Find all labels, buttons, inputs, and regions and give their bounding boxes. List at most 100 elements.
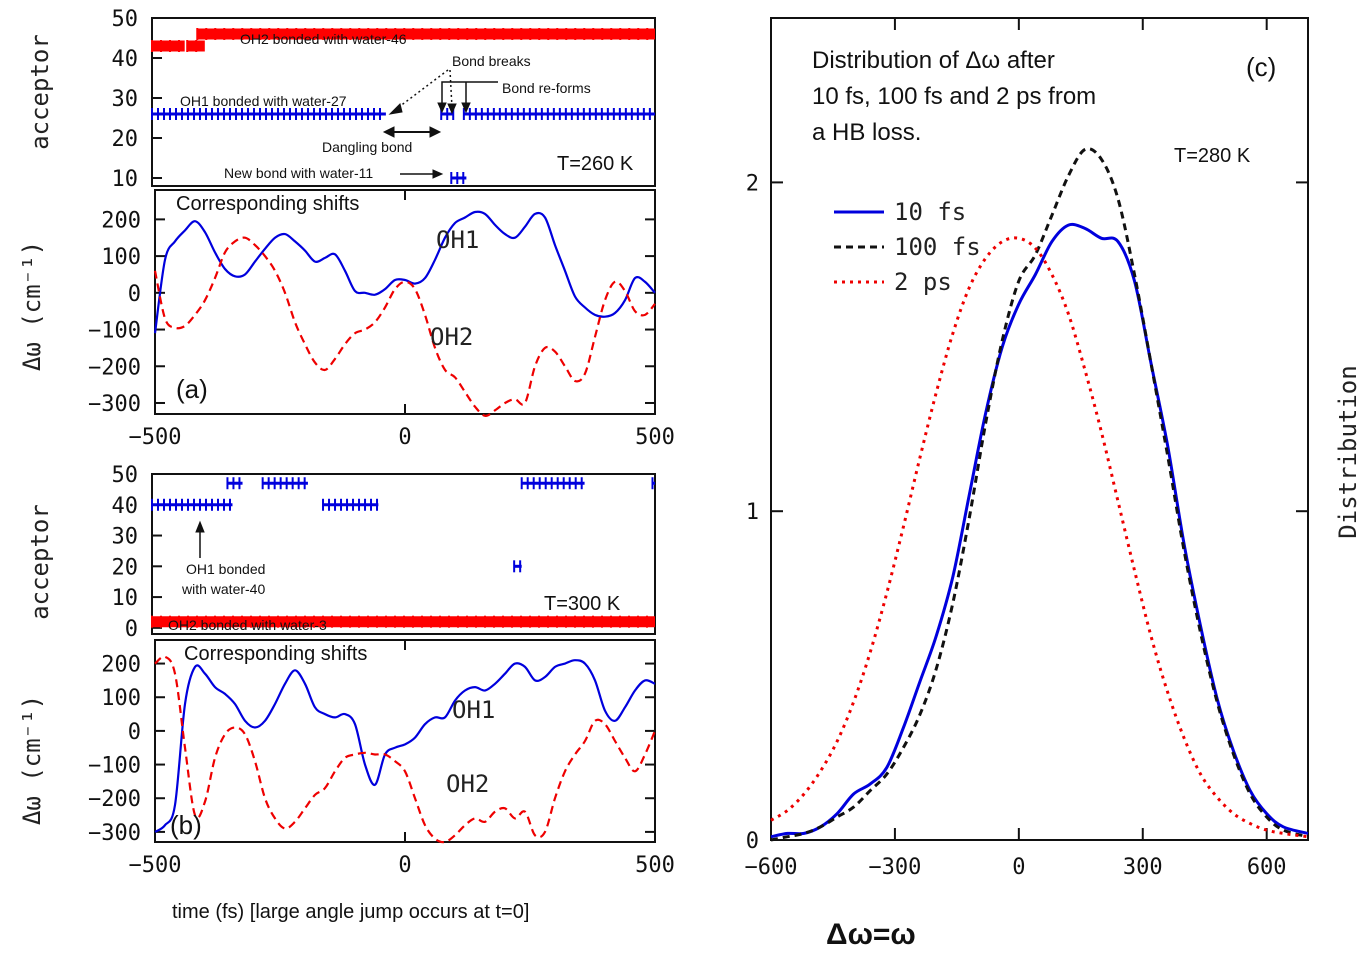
- a_top-ytick-label-1: 20: [112, 127, 139, 152]
- b_top-series-1-segment-1: [226, 477, 243, 490]
- panel-b-top: 0 10 20 30 40 50: [112, 463, 655, 642]
- b_top-series-1-segment-5: [520, 477, 585, 490]
- panel-a-bottom-ylabel-text: Δω (cm⁻¹): [18, 241, 46, 371]
- a_top-ytick-label-0: 10: [112, 167, 139, 192]
- b_bottom-ytick-label-0: 200: [101, 653, 141, 678]
- a_bottom-label-oh2: OH2: [430, 323, 473, 351]
- c-xtick-label-1: −300: [868, 855, 921, 880]
- b_bottom-ytick-label-4: −200: [88, 787, 141, 812]
- a_bottom-xtick-label-1: 0: [398, 425, 411, 450]
- a_bottom-ytick-label-2: 0: [128, 282, 141, 307]
- panel-a-bottom: 200 100 0 −100 −200 −300 −500 0 500 OH1 OH2: [88, 190, 675, 450]
- panel-a-bottom-subtitle: Corresponding shifts: [176, 193, 359, 215]
- b_top-series-1-segment-3: [322, 498, 379, 511]
- b_top-series-1-segment-0: [151, 498, 233, 511]
- a_top-ytick-label-3: 40: [112, 47, 139, 72]
- panel-b-top-oh1-label: OH1 bonded: [186, 561, 265, 577]
- b_top-ytick-label-2: 20: [112, 555, 139, 580]
- panel-c-title-line-2: 10 fs, 100 fs and 2 ps from: [812, 83, 1096, 110]
- a_bottom-ytick-label-1: 100: [101, 245, 141, 270]
- b_top-ytick-label-3: 30: [112, 525, 139, 550]
- b_bottom-ytick-label-5: −300: [88, 821, 141, 846]
- b_top-ytick-label-5: 50: [112, 463, 139, 488]
- panel-c-title-line-3: a HB loss.: [812, 119, 921, 146]
- panel-a-top-reforms-label: Bond re-forms: [502, 80, 591, 96]
- b_top-series-1-segment-4: [513, 560, 522, 573]
- panel-c-title-line-1: Distribution of Δω after: [812, 47, 1055, 74]
- a_bottom-ytick-label-3: −100: [88, 319, 141, 344]
- panel-a-bottom-panel-label: (a): [176, 374, 208, 404]
- c-xtick-label-4: 600: [1247, 855, 1287, 880]
- panel-b-bottom-frame: [154, 639, 656, 843]
- a_bottom-ytick-label-0: 200: [101, 208, 141, 233]
- panel-a-bottom-ylabel: Δω (cm⁻¹): [18, 241, 46, 371]
- b_top-ytick-label-1: 10: [112, 586, 139, 611]
- c-ytick-label-1: 1: [746, 500, 759, 525]
- panel-a-top-temperature: T=260 K: [557, 153, 634, 175]
- a_top-series-1-segment-0: [151, 108, 386, 120]
- a_top-series-1-segment-2: [462, 108, 655, 120]
- b_bottom-series-oh2: [154, 655, 657, 844]
- panel-c-frame: [770, 17, 1309, 841]
- panel-b-top-arrow: [195, 520, 205, 558]
- b_bottom-series-oh1: [154, 659, 656, 833]
- panel-a-top-oh1-label: OH1 bonded with water-27: [180, 93, 347, 109]
- b_bottom-ytick-label-2: 0: [128, 720, 141, 745]
- c-legend-label-0: 10 fs: [894, 198, 966, 226]
- b_bottom-label-oh2: OH2: [446, 770, 489, 798]
- a_bottom-ytick-label-5: −300: [88, 392, 141, 417]
- a_bottom-label-oh1: OH1: [436, 226, 479, 254]
- b_bottom-xtick-label-2: 500: [635, 853, 675, 878]
- c-xtick-label-3: 300: [1123, 855, 1163, 880]
- panel-b-top-frame: [151, 473, 656, 635]
- a_top-ytick-label-4: 50: [112, 7, 139, 32]
- b_top-ytick-label-0: 0: [125, 617, 138, 642]
- panel-b-top-temperature: T=300 K: [544, 593, 621, 615]
- panel-b-bottom-xlabel: time (fs) [large angle jump occurs at t=…: [172, 901, 529, 923]
- panel-c-panel-label: (c): [1246, 52, 1276, 82]
- panel-a-top-ylabel: acceptor: [26, 34, 54, 150]
- a_bottom-xtick-label-0: −500: [129, 425, 182, 450]
- panel-c: 0 1 2 −600 −300 0 300 600 10 fs 100 fs 2 ps: [745, 18, 1309, 880]
- panel-b-bottom-ylabel: Δω (cm⁻¹): [18, 695, 46, 825]
- a_top-series-1-segment-3: [450, 172, 467, 184]
- b_bottom-ytick-label-1: 100: [101, 686, 141, 711]
- b_bottom-ytick-label-3: −100: [88, 754, 141, 779]
- panel-a-top-oh2-label: OH2 bonded with water-46: [240, 31, 407, 47]
- c-series-100-fs: [770, 147, 1309, 842]
- c-legend-label-1: 100 fs: [894, 233, 981, 261]
- b_top-ytick-label-4: 40: [112, 494, 139, 519]
- panel-a-top: 10 20 30 40 50: [112, 7, 655, 192]
- panel-b-top-oh1b-label: with water-40: [181, 581, 265, 597]
- c-series-2-ps: [770, 236, 1309, 839]
- panel-a-top-dangling-label: Dangling bond: [322, 139, 412, 155]
- panel-a-top-newbond-label: New bond with water-11: [224, 165, 373, 181]
- panel-a-top-arrows: [382, 69, 498, 179]
- b_top-series-1-segment-2: [261, 477, 308, 490]
- panel-a-top-breaks-label: Bond breaks: [452, 53, 531, 69]
- b_bottom-xtick-label-0: −500: [129, 853, 182, 878]
- a_top-ytick-label-2: 30: [112, 87, 139, 112]
- a_bottom-xtick-label-2: 500: [635, 425, 675, 450]
- panel-c-temperature: T=280 K: [1174, 145, 1251, 167]
- b_bottom-label-oh1: OH1: [452, 696, 495, 724]
- c-legend-label-2: 2 ps: [894, 268, 952, 296]
- panel-b-top-ylabel: acceptor: [26, 504, 54, 620]
- panel-b-bottom-panel-label: (b): [170, 810, 202, 840]
- c-xtick-label-0: −600: [745, 855, 798, 880]
- a_bottom-series-oh2: [153, 236, 656, 417]
- panel-c-xlabel: Δω=ω: [826, 918, 916, 951]
- b_top-series-1-segment-6: [651, 477, 655, 490]
- panel-b-bottom-subtitle: Corresponding shifts: [184, 643, 367, 665]
- panel-b-bottom: 200 100 0 −100 −200 −300 −500 0 500 OH1 OH2: [88, 640, 675, 878]
- panel-c-ylabel: Distribution: [1334, 365, 1362, 538]
- a_top-series-0-segment-1: [186, 40, 205, 52]
- panel-b-top-oh2-label: OH2 bonded with water-3: [168, 617, 327, 633]
- a_bottom-ytick-label-4: −200: [88, 355, 141, 380]
- c-series-10-fs: [770, 222, 1309, 839]
- c-ytick-label-2: 2: [746, 171, 759, 196]
- b_bottom-xtick-label-1: 0: [398, 853, 411, 878]
- c-ytick-label-0: 0: [746, 829, 759, 854]
- c-xtick-label-2: 0: [1012, 855, 1025, 880]
- a_top-series-0-segment-2: [196, 28, 655, 40]
